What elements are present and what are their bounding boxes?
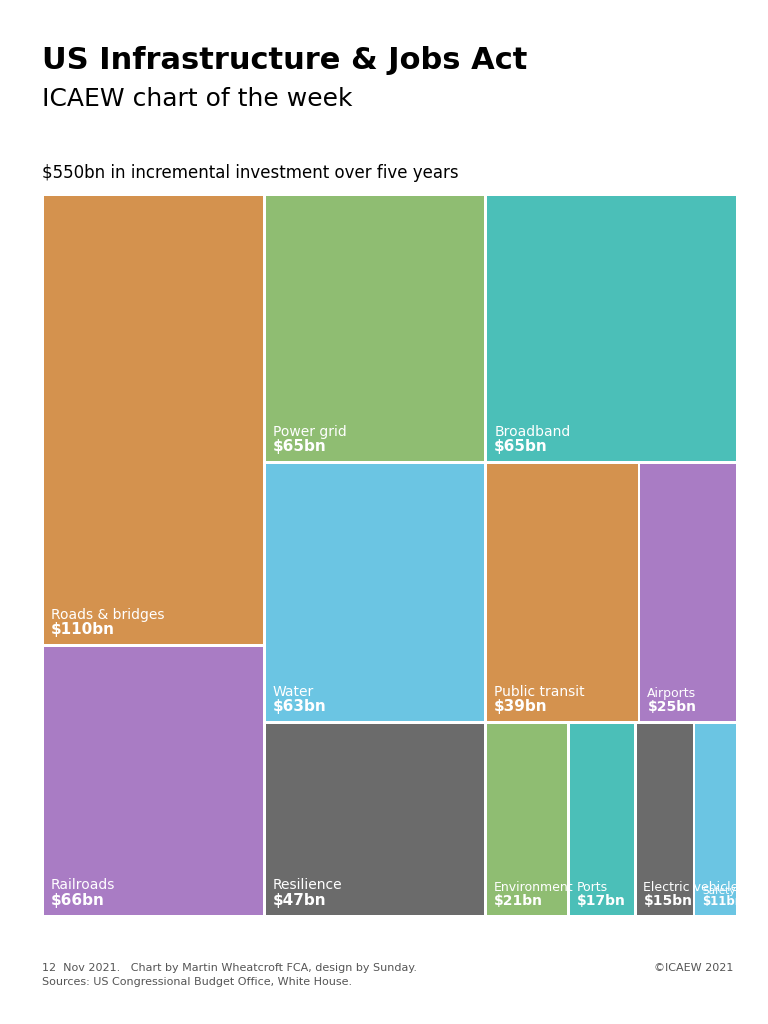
- Text: ©ICAEW 2021: ©ICAEW 2021: [654, 963, 733, 973]
- Text: $63bn: $63bn: [273, 699, 326, 714]
- Bar: [266, 196, 485, 461]
- Bar: [266, 724, 485, 915]
- Text: Safety: Safety: [703, 886, 736, 896]
- Text: Public transit: Public transit: [494, 684, 584, 698]
- Bar: [487, 724, 567, 915]
- Text: $15bn: $15bn: [644, 894, 693, 908]
- Text: ICAEW chart of the week: ICAEW chart of the week: [42, 87, 353, 111]
- Bar: [637, 724, 693, 915]
- Bar: [487, 196, 736, 461]
- Text: 12  Nov 2021.   Chart by Martin Wheatcroft FCA, design by Sunday.
Sources: US Co: 12 Nov 2021. Chart by Martin Wheatcroft …: [42, 963, 417, 987]
- Text: Broadband: Broadband: [494, 425, 571, 438]
- Text: Ports: Ports: [577, 881, 607, 894]
- Text: $47bn: $47bn: [273, 893, 326, 908]
- Text: US Infrastructure & Jobs Act: US Infrastructure & Jobs Act: [42, 46, 528, 75]
- Text: $21bn: $21bn: [494, 894, 543, 908]
- Text: Railroads: Railroads: [51, 879, 115, 893]
- Text: $66bn: $66bn: [51, 893, 104, 908]
- Text: Airports: Airports: [647, 687, 697, 700]
- Bar: [570, 724, 634, 915]
- Bar: [44, 647, 263, 915]
- Text: Resilience: Resilience: [273, 879, 343, 893]
- Text: Roads & bridges: Roads & bridges: [51, 607, 164, 622]
- Text: $39bn: $39bn: [494, 699, 548, 714]
- Text: Power grid: Power grid: [273, 425, 346, 438]
- Bar: [641, 464, 736, 721]
- Text: $110bn: $110bn: [51, 623, 114, 637]
- Bar: [487, 464, 637, 721]
- Text: $25bn: $25bn: [647, 700, 697, 714]
- Text: Water: Water: [273, 684, 314, 698]
- Bar: [266, 464, 485, 721]
- Text: $550bn in incremental investment over five years: $550bn in incremental investment over fi…: [42, 164, 458, 182]
- Text: Electric vehicles: Electric vehicles: [644, 881, 745, 894]
- Text: Environment: Environment: [494, 881, 574, 894]
- Bar: [44, 196, 263, 644]
- Text: $17bn: $17bn: [577, 894, 625, 908]
- Bar: [696, 724, 736, 915]
- Text: $65bn: $65bn: [273, 439, 326, 454]
- Text: $11bn: $11bn: [703, 895, 743, 908]
- Text: $65bn: $65bn: [494, 439, 548, 454]
